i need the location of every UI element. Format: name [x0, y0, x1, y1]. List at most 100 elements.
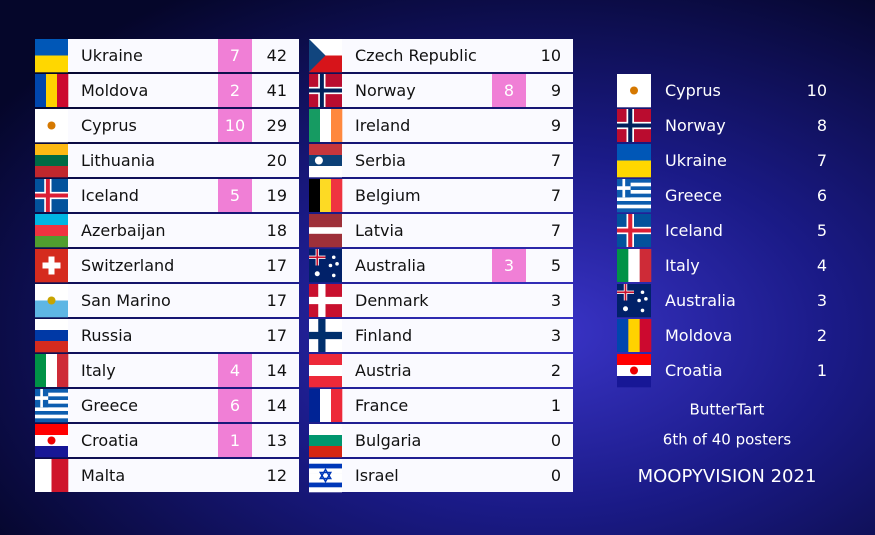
flag — [309, 179, 343, 212]
flag — [35, 354, 69, 387]
flag-stripe — [617, 376, 651, 388]
flag — [617, 74, 651, 108]
flag-stripe — [35, 236, 68, 248]
row — [68, 284, 299, 317]
flag-stripe — [617, 319, 629, 352]
flag — [617, 109, 651, 142]
country-name: Australia — [665, 291, 736, 310]
flag-stripe — [35, 300, 68, 318]
total: 19 — [267, 186, 287, 205]
points-box — [218, 389, 252, 422]
points: 6 — [230, 396, 240, 415]
flag-star — [637, 298, 641, 303]
flag-stripe — [51, 459, 69, 492]
flag-stripe — [309, 214, 342, 221]
points: 3 — [817, 291, 827, 310]
country-name: Greece — [665, 186, 722, 205]
voter-name: ButterTart — [690, 401, 765, 419]
flag-stripe — [35, 411, 68, 415]
flag — [617, 354, 651, 388]
flag-stripe — [309, 249, 342, 283]
flag-stripe — [35, 284, 68, 301]
flag-stripe — [309, 233, 342, 241]
rank-text: 6th of 40 posters — [663, 431, 792, 449]
country-name: Italy — [665, 256, 700, 275]
flag-stripe — [35, 400, 68, 404]
flag-stripe — [35, 330, 68, 342]
flag-stripe — [309, 144, 342, 156]
flag-stripe — [309, 109, 321, 142]
row — [68, 39, 299, 72]
country-name: Bulgaria — [355, 431, 421, 450]
row — [68, 109, 299, 142]
points: 8 — [504, 81, 514, 100]
points-box — [218, 109, 252, 142]
country-name: Czech Republic — [355, 46, 477, 65]
flag-stripe — [35, 424, 68, 436]
total: 2 — [551, 361, 561, 380]
points: 7 — [817, 151, 827, 170]
flag-stripe — [617, 179, 651, 183]
flag-star — [331, 255, 336, 260]
row — [342, 249, 573, 282]
flag-stripe — [320, 179, 332, 212]
country-name: Latvia — [355, 221, 404, 240]
flag-cross — [35, 396, 49, 400]
total: 9 — [551, 116, 561, 135]
flag-cross — [309, 331, 342, 340]
row — [342, 424, 573, 457]
points-box — [218, 179, 252, 212]
total: 17 — [267, 326, 287, 345]
country-name: Serbia — [355, 151, 406, 170]
flag-stripe — [331, 109, 343, 142]
row — [68, 459, 299, 492]
points: 6 — [817, 186, 827, 205]
country-name: Italy — [81, 361, 116, 380]
flag-stripe — [309, 240, 342, 248]
total: 7 — [551, 221, 561, 240]
flag-stripe — [331, 389, 343, 422]
row — [342, 354, 573, 387]
points: 3 — [504, 256, 514, 275]
flag-stripe — [46, 74, 58, 107]
total: 17 — [267, 291, 287, 310]
flag-cross — [309, 88, 342, 93]
row — [68, 354, 299, 387]
flag-star — [331, 273, 336, 278]
flag-stripe — [309, 463, 342, 469]
country-name: Greece — [81, 396, 138, 415]
row — [68, 389, 299, 422]
flag — [309, 144, 342, 178]
country-name: Belgium — [355, 186, 421, 205]
flag-star — [314, 271, 320, 277]
total: 0 — [551, 431, 561, 450]
flag-stripe — [309, 227, 342, 235]
row — [68, 214, 299, 247]
flag-triangle — [309, 39, 326, 72]
total: 14 — [267, 396, 287, 415]
country-name: Iceland — [81, 186, 139, 205]
total: 9 — [551, 81, 561, 100]
flag-stripe — [617, 193, 651, 198]
points: 10 — [225, 116, 245, 135]
flag-stripe — [617, 182, 651, 187]
country-name: Israel — [355, 466, 399, 485]
flag-cross — [617, 186, 631, 190]
flag-stripe — [617, 249, 629, 282]
country-name: Iceland — [665, 221, 723, 240]
points: 2 — [230, 81, 240, 100]
total: 41 — [267, 81, 287, 100]
flag — [35, 459, 69, 492]
flag-stripe — [35, 403, 68, 408]
row — [342, 389, 573, 422]
flag-emblem — [314, 156, 323, 165]
show-title: MOOPYVISION 2021 — [638, 466, 817, 487]
points: 7 — [230, 46, 240, 65]
flag-emblem — [47, 436, 56, 445]
flag — [309, 389, 343, 422]
flag — [309, 249, 342, 283]
flag-stripe — [309, 424, 342, 436]
flag — [35, 144, 68, 178]
flag — [309, 424, 342, 458]
